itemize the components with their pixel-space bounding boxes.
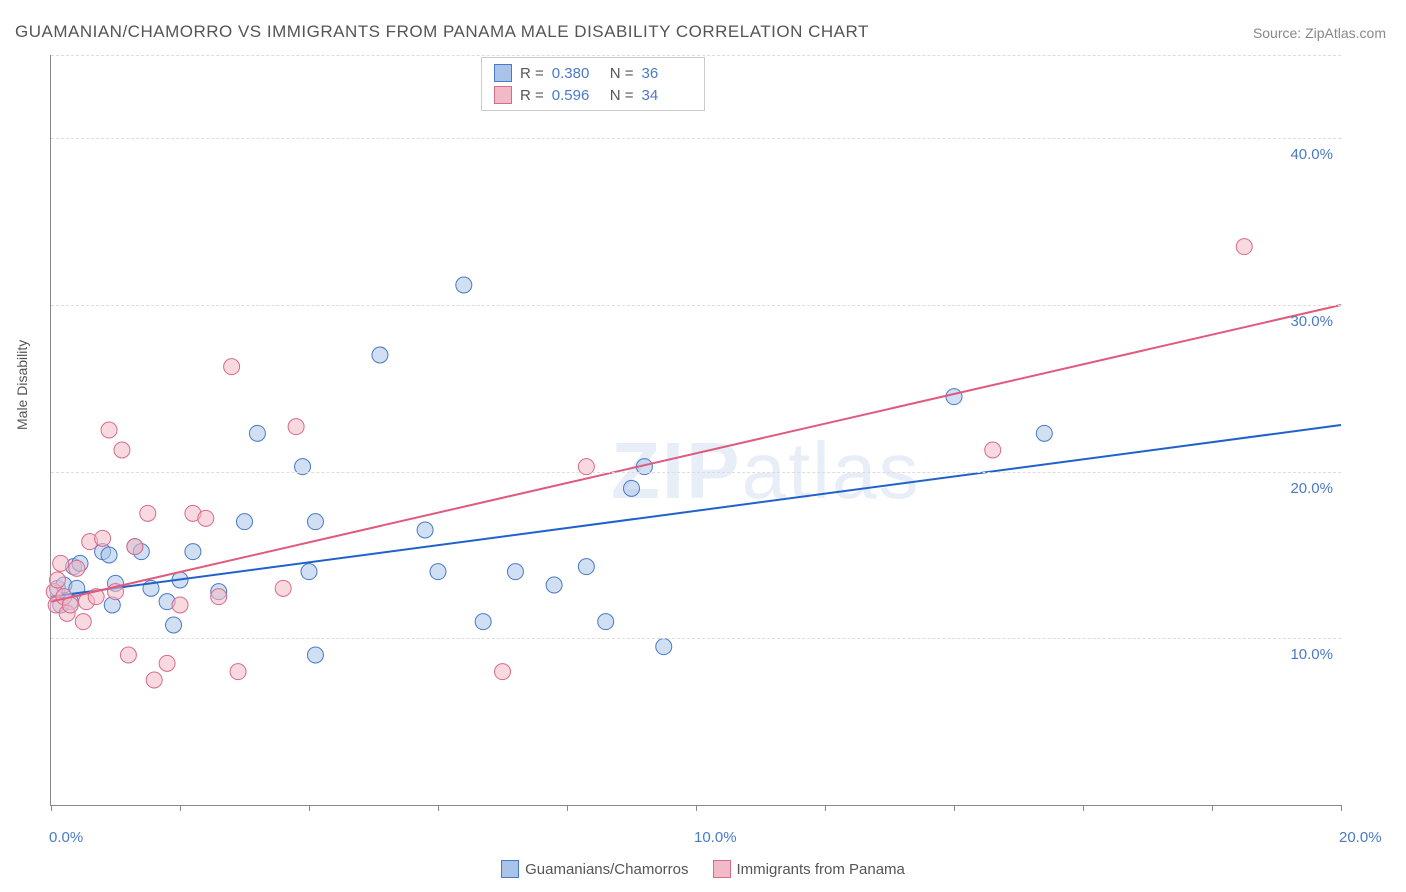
x-tick-label: 20.0%	[1339, 829, 1382, 846]
data-point	[1236, 239, 1252, 255]
data-point	[1036, 425, 1052, 441]
gridline	[51, 55, 1341, 56]
data-point	[114, 442, 130, 458]
data-point	[946, 389, 962, 405]
data-point	[578, 559, 594, 575]
x-tick-mark	[438, 805, 439, 811]
data-point	[985, 442, 1001, 458]
data-point	[75, 614, 91, 630]
x-tick-mark	[696, 805, 697, 811]
x-tick-mark	[567, 805, 568, 811]
data-point	[495, 664, 511, 680]
x-tick-mark	[309, 805, 310, 811]
r-label: R =	[520, 87, 544, 104]
legend-swatch	[713, 860, 731, 878]
y-tick-label: 10.0%	[1290, 646, 1333, 663]
gridline	[51, 638, 1341, 639]
source-label: Source: ZipAtlas.com	[1253, 25, 1386, 41]
data-point	[140, 505, 156, 521]
x-tick-mark	[1083, 805, 1084, 811]
x-tick-mark	[825, 805, 826, 811]
y-tick-label: 40.0%	[1290, 146, 1333, 163]
legend-label: Guamanians/Chamorros	[525, 861, 688, 878]
data-point	[598, 614, 614, 630]
legend-item: Guamanians/Chamorros	[501, 860, 688, 878]
data-point	[475, 614, 491, 630]
data-point	[307, 647, 323, 663]
y-axis-label: Male Disability	[14, 340, 30, 430]
data-point	[224, 359, 240, 375]
data-point	[656, 639, 672, 655]
n-value: 34	[642, 87, 692, 104]
data-point	[288, 419, 304, 435]
data-point	[249, 425, 265, 441]
gridline	[51, 472, 1341, 473]
legend-swatch	[494, 86, 512, 104]
stats-legend: R = 0.380 N = 36 R = 0.596 N = 34	[481, 57, 705, 111]
data-point	[159, 655, 175, 671]
trend-line	[51, 425, 1341, 597]
x-tick-label: 0.0%	[49, 829, 83, 846]
data-point	[456, 277, 472, 293]
data-point	[146, 672, 162, 688]
n-label: N =	[610, 87, 634, 104]
data-point	[507, 564, 523, 580]
x-tick-mark	[1212, 805, 1213, 811]
trend-line	[51, 305, 1341, 602]
x-tick-mark	[51, 805, 52, 811]
plot-area: ZIPatlas R =0.380N =36R =0.596N =34 10.0…	[50, 55, 1341, 806]
chart-title: GUAMANIAN/CHAMORRO VS IMMIGRANTS FROM PA…	[15, 22, 869, 42]
r-value: 0.380	[552, 65, 602, 82]
y-tick-label: 20.0%	[1290, 480, 1333, 497]
n-value: 36	[642, 65, 692, 82]
data-point	[307, 514, 323, 530]
data-point	[546, 577, 562, 593]
bottom-legend: Guamanians/Chamorros Immigrants from Pana…	[0, 860, 1406, 882]
data-point	[430, 564, 446, 580]
r-label: R =	[520, 65, 544, 82]
legend-swatch	[494, 64, 512, 82]
legend-label: Immigrants from Panama	[737, 861, 905, 878]
data-point	[69, 560, 85, 576]
data-point	[172, 597, 188, 613]
gridline	[51, 305, 1341, 306]
chart-svg	[51, 55, 1341, 805]
x-tick-mark	[180, 805, 181, 811]
data-point	[166, 617, 182, 633]
data-point	[185, 544, 201, 560]
stats-legend-row: R = 0.596 N = 34	[494, 84, 692, 106]
data-point	[53, 555, 69, 571]
y-tick-label: 30.0%	[1290, 313, 1333, 330]
data-point	[95, 530, 111, 546]
data-point	[372, 347, 388, 363]
data-point	[101, 422, 117, 438]
data-point	[237, 514, 253, 530]
data-point	[120, 647, 136, 663]
data-point	[101, 547, 117, 563]
x-tick-mark	[954, 805, 955, 811]
n-label: N =	[610, 65, 634, 82]
r-value: 0.596	[552, 87, 602, 104]
data-point	[624, 480, 640, 496]
legend-swatch	[501, 860, 519, 878]
data-point	[127, 539, 143, 555]
data-point	[211, 589, 227, 605]
gridline	[51, 138, 1341, 139]
stats-legend-row: R = 0.380 N = 36	[494, 62, 692, 84]
data-point	[417, 522, 433, 538]
data-point	[198, 510, 214, 526]
legend-item: Immigrants from Panama	[713, 860, 905, 878]
data-point	[230, 664, 246, 680]
x-tick-label: 10.0%	[694, 829, 737, 846]
data-point	[301, 564, 317, 580]
x-tick-mark	[1341, 805, 1342, 811]
data-point	[275, 580, 291, 596]
data-point	[49, 572, 65, 588]
